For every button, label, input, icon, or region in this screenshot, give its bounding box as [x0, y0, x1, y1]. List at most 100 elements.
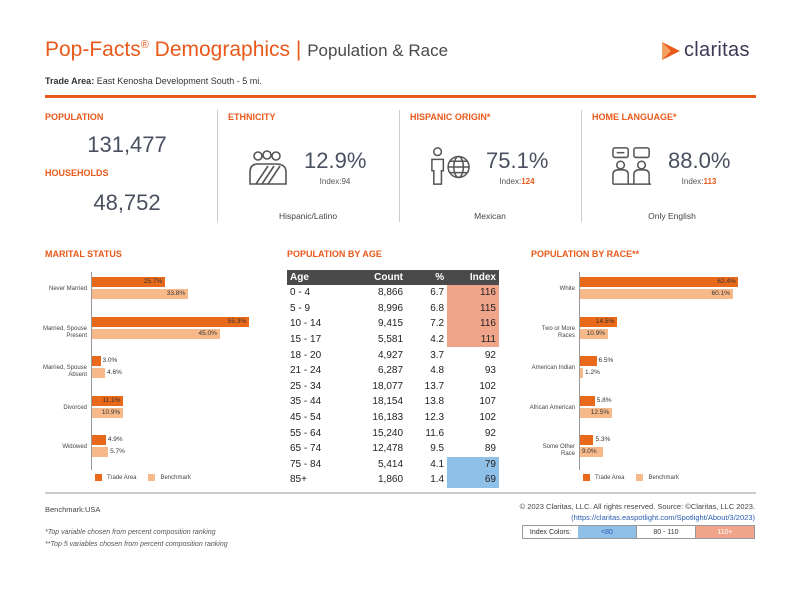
bar-benchmark	[580, 289, 733, 299]
bar-benchmark	[580, 407, 612, 418]
index-label: Index:	[499, 177, 522, 186]
bar-benchmark	[92, 407, 123, 418]
category-label: Never Married	[48, 286, 87, 292]
ethnicity-index: Index:94	[300, 177, 370, 186]
age-cell: 45 - 54	[290, 412, 322, 424]
bar-value-label: 4.6%	[107, 369, 122, 376]
registered-mark: ®	[140, 39, 149, 51]
source-link[interactable]: (https://claritas.easpotlight.com/Spotli…	[571, 513, 755, 522]
index-cell: 69	[447, 472, 499, 488]
bar-value-label: 12.5%	[590, 408, 610, 416]
bar-trade-area	[580, 395, 595, 406]
index-colors-legend: Index Colors: <80 80 - 110 110+	[522, 525, 755, 539]
bar-trade-area	[92, 277, 165, 287]
pct-cell: 1.4	[430, 474, 445, 486]
population-value: 131,477	[87, 132, 167, 157]
col-pct: %	[406, 270, 448, 285]
bar-value-label: 55.3%	[227, 317, 247, 325]
category-label: Married, Spouse Absent	[42, 365, 87, 378]
bar-value-label: 4.9%	[107, 436, 123, 443]
index-cell: 115	[447, 300, 499, 317]
age-cell: 75 - 84	[290, 458, 322, 470]
age-table-row: 35 - 44 18,154 13.8 107	[287, 394, 499, 410]
marital-status-heading: MARITAL STATUS	[45, 249, 122, 259]
pct-cell: 9.5	[430, 443, 445, 455]
footnote-1: *Top variable chosen from percent compos…	[45, 529, 216, 536]
population-by-race-heading: POPULATION BY RACE**	[531, 249, 640, 259]
index-cell: 92	[484, 427, 496, 439]
index-cell: 79	[447, 456, 499, 473]
age-cell: 15 - 17	[290, 334, 322, 346]
bar-value-label: 10.9%	[586, 329, 606, 337]
index-value: 94	[341, 177, 351, 186]
legend-swatch-trade-area	[95, 474, 102, 481]
population-by-age-heading: POPULATION BY AGE	[287, 249, 382, 259]
age-cell: 18 - 20	[290, 349, 322, 361]
count-cell: 6,287	[377, 365, 404, 377]
category-label: American Indian	[531, 365, 575, 371]
hispanic-caption: Mexican	[474, 211, 506, 221]
age-cell: 35 - 44	[290, 396, 322, 408]
age-cell: 85+	[290, 474, 307, 486]
bar-value-label: 9.0%	[581, 448, 597, 455]
index-label: Index:	[681, 177, 704, 186]
age-table-row: 5 - 9 8,996 6.8 115	[287, 300, 499, 317]
col-index: Index	[447, 270, 499, 285]
bar-trade-area	[92, 316, 249, 327]
bar-benchmark	[580, 328, 608, 339]
benchmark-note: Benchmark:USA	[45, 505, 101, 514]
count-cell: 18,154	[372, 396, 404, 408]
count-cell: 5,414	[377, 458, 404, 470]
marital-legend: Trade Area Benchmark	[95, 474, 191, 481]
age-table-row: 65 - 74 12,478 9.5 89	[287, 441, 499, 457]
age-table-row: 85+ 1,860 1.4 69	[287, 472, 499, 488]
language-caption: Only English	[648, 211, 696, 221]
bar-trade-area	[92, 356, 101, 366]
index-color-high: 110+	[696, 526, 754, 538]
age-cell: 10 - 14	[290, 318, 322, 330]
index-color-low: <80	[578, 526, 636, 538]
title-separator: |	[295, 38, 302, 61]
count-cell: 9,415	[377, 318, 404, 330]
legend-benchmark: Benchmark	[160, 474, 191, 481]
category-label: African American	[529, 404, 575, 411]
bar-value-label: 5.7%	[110, 448, 125, 455]
bar-trade-area	[580, 277, 739, 287]
col-count: Count	[346, 270, 407, 285]
category-label: Divorced	[63, 404, 87, 411]
ethnicity-people-icon	[249, 150, 287, 185]
age-table-row: 75 - 84 5,414 4.1 79	[287, 456, 499, 473]
hispanic-index: Index:124	[482, 177, 552, 186]
age-table-row: 0 - 4 8,866 6.7 116	[287, 285, 499, 301]
age-cell: 65 - 74	[290, 443, 322, 455]
header-divider	[45, 95, 756, 98]
language-pct: 88.0%	[668, 148, 731, 173]
ethnicity-caption: Hispanic/Latino	[278, 211, 338, 221]
count-cell: 18,077	[372, 380, 404, 392]
category-label: Two or More Races	[541, 325, 575, 339]
copyright: © 2023 Claritas, LLC. All rights reserve…	[519, 502, 755, 511]
pct-cell: 11.6	[425, 427, 445, 439]
bar-trade-area	[580, 356, 597, 366]
count-cell: 12,478	[372, 443, 404, 455]
pct-cell: 4.8	[430, 365, 445, 377]
category-label: Some Other Race	[542, 444, 575, 457]
footnote-2: **Top 5 variables chosen from percent co…	[45, 541, 228, 548]
trade-area-value: East Kenosha Development South - 5 mi.	[96, 76, 262, 86]
bar-value-label: 5.3%	[595, 436, 611, 443]
category-label: Married, Spouse Present	[42, 325, 87, 339]
bar-value-label: 10.9%	[101, 408, 121, 416]
person-globe-icon	[431, 147, 470, 185]
bar-value-label: 33.8%	[166, 290, 186, 297]
bar-value-label: 5.8%	[596, 396, 612, 404]
count-cell: 5,581	[377, 334, 404, 346]
pct-cell: 4.2	[430, 334, 445, 346]
bar-benchmark	[92, 328, 220, 339]
age-cell: 0 - 4	[290, 287, 311, 299]
age-table-row: 10 - 14 9,415 7.2 116	[287, 316, 499, 332]
logo-text: claritas	[684, 39, 750, 61]
pct-cell: 4.1	[430, 458, 445, 470]
title-main: Pop-Facts	[45, 38, 141, 61]
language-index: Index:113	[664, 177, 734, 186]
bar-value-label: 14.5%	[595, 317, 615, 325]
